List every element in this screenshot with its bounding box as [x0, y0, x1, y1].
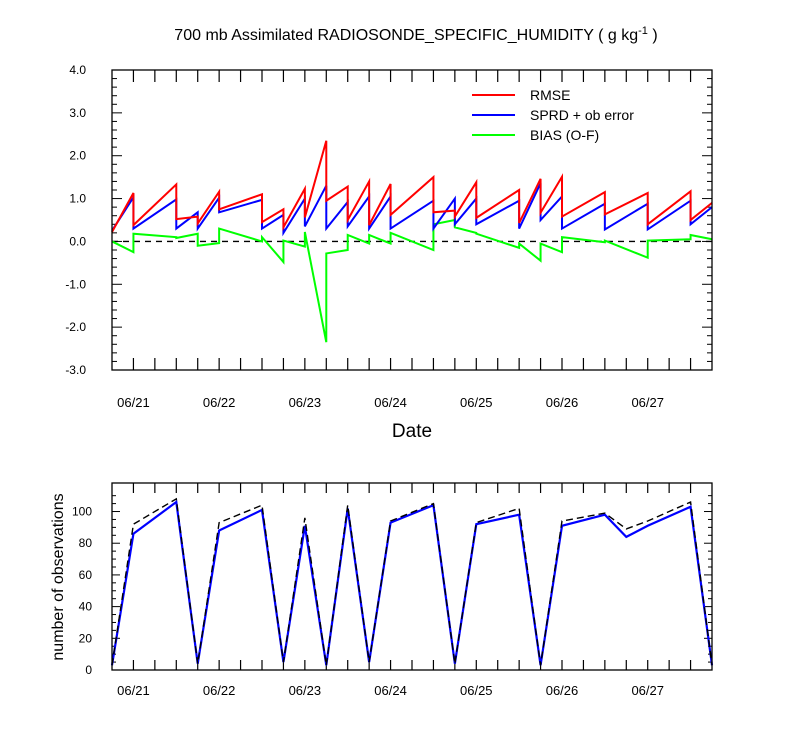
top-chart: 700 mb Assimilated RADIOSONDE_SPECIFIC_H…: [65, 25, 713, 442]
x-tick-label: 06/27: [631, 683, 664, 698]
x-tick-label: 06/24: [374, 683, 407, 698]
x-tick-label: 06/23: [289, 683, 322, 698]
x-tick-label: 06/22: [203, 395, 236, 410]
x-tick-label: 06/21: [117, 395, 150, 410]
bottom-plot-frame: [111, 482, 713, 671]
x-tick-label: 06/23: [289, 395, 322, 410]
x-tick-label: 06/26: [546, 683, 579, 698]
series-line-bias-o-f: [111, 218, 713, 343]
x-tick-label: 06/22: [203, 683, 236, 698]
y-tick-label: -2.0: [65, 320, 86, 334]
bottom-chart: 0 20 40 60 80 100 06/21 06/22 06/23 06/24 06/25 06…: [50, 482, 714, 698]
y-tick-label: 1.0: [69, 192, 86, 206]
y-tick-label: 100: [72, 505, 92, 519]
series-line-obs-possible: [111, 497, 713, 666]
y-tick-label: 0.0: [69, 234, 86, 248]
y-tick-label: 80: [79, 536, 93, 550]
x-tick-label: 06/24: [374, 395, 407, 410]
series-line-sprd-ob-error: [111, 182, 713, 237]
legend: RMSE SPRD + ob error BIAS (O-F): [472, 87, 634, 143]
legend-label: SPRD + ob error: [530, 107, 634, 123]
y-tick-label: 0: [85, 663, 92, 677]
y-tick-label: 20: [79, 631, 93, 645]
x-tick-label: 06/25: [460, 395, 493, 410]
series-line-rmse: [111, 140, 713, 233]
y-tick-label: -3.0: [65, 363, 86, 377]
y-tick-label: 40: [79, 600, 93, 614]
y-tick-label: 4.0: [69, 63, 86, 77]
top-plot-frame: [111, 69, 713, 371]
y-tick-label: -1.0: [65, 277, 86, 291]
x-tick-label: 06/26: [546, 395, 579, 410]
legend-label: BIAS (O-F): [530, 127, 599, 143]
y-axis-label: number of observations: [50, 493, 67, 660]
x-tick-label: 06/21: [117, 683, 150, 698]
chart-title: 700 mb Assimilated RADIOSONDE_SPECIFIC_H…: [174, 25, 657, 44]
y-tick-label: 60: [79, 568, 93, 582]
y-tick-label: 3.0: [69, 106, 86, 120]
legend-label: RMSE: [530, 87, 570, 103]
x-axis-label: Date: [392, 421, 432, 442]
x-tick-label: 06/25: [460, 683, 493, 698]
series-line-obs-used: [110, 500, 714, 666]
y-tick-label: 2.0: [69, 149, 86, 163]
x-tick-label: 06/27: [631, 395, 664, 410]
